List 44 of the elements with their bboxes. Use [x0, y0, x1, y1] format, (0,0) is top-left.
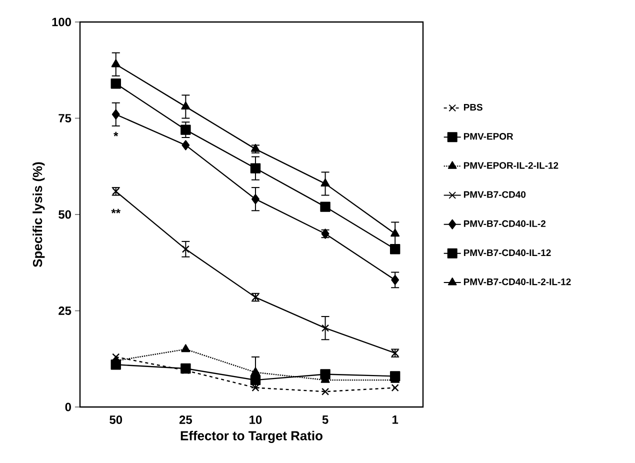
point — [252, 194, 260, 204]
point — [111, 59, 120, 68]
y-tick-label: 100 — [52, 18, 71, 26]
legend-label: PBS — [464, 104, 482, 111]
point — [250, 367, 260, 376]
point — [322, 324, 330, 332]
point — [390, 244, 400, 254]
x-tick-label: 25 — [179, 416, 192, 424]
x-tick-label: 1 — [392, 416, 398, 424]
x-tick-label: 50 — [110, 416, 122, 424]
y-tick-label: 0 — [65, 402, 71, 412]
point — [182, 245, 190, 253]
y-tick-label: 75 — [58, 114, 72, 122]
x-tick-label: 5 — [322, 416, 328, 424]
legend-label: PMV-EPOR — [464, 133, 514, 140]
annotation: ** — [111, 208, 121, 214]
legend-label: PMV-B7-CD40 — [464, 191, 526, 198]
legend-label: PMV-B7-CD40-IL-2-IL-12 — [464, 278, 571, 286]
point — [320, 178, 330, 187]
x-tick-label: 10 — [250, 416, 262, 424]
point — [320, 202, 330, 212]
x-axis-title: Effector to Target Ratio — [180, 430, 322, 443]
point — [390, 371, 400, 382]
y-tick-label: 25 — [58, 306, 72, 315]
point — [391, 384, 399, 392]
point — [110, 360, 121, 370]
point — [322, 388, 330, 396]
point — [110, 78, 121, 89]
point — [182, 140, 190, 150]
point — [181, 102, 190, 110]
point — [390, 228, 400, 237]
point — [180, 124, 191, 135]
legend-label: PMV-EPOR-IL-2-IL-12 — [464, 162, 558, 169]
point — [391, 274, 400, 286]
point — [112, 109, 120, 120]
y-axis-title: Specific lysis (%) — [32, 162, 45, 268]
legend-label: PMV-B7-CD40-IL-12 — [464, 249, 551, 256]
y-tick-label: 50 — [58, 210, 71, 219]
point — [181, 344, 190, 352]
annotation: * — [114, 132, 118, 136]
legend-label: PMV-B7-CD40-IL-2 — [464, 220, 546, 227]
point — [250, 374, 261, 386]
point — [250, 163, 261, 174]
point — [320, 369, 330, 380]
